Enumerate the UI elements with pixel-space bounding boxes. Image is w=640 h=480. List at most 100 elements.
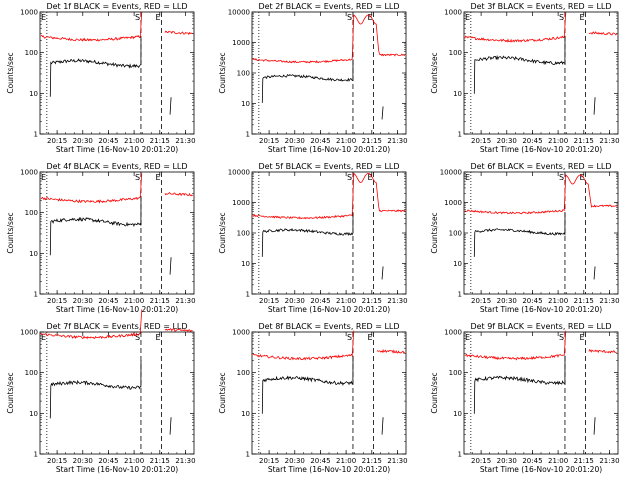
chart-panel: Det 3f BLACK = Events, RED = LLD 1 10 100 10…: [430, 2, 620, 154]
x-tick-label: 20:30: [73, 137, 93, 145]
marker-label-start: E: [41, 333, 46, 342]
x-tick-label: 20:45: [310, 457, 330, 465]
y-tick-label: 100: [237, 230, 250, 238]
y-tick-label: 100: [449, 230, 462, 238]
x-tick-label: 20:45: [522, 297, 542, 305]
x-tick-label: 20:30: [497, 137, 517, 145]
y-axis-title: Counts/sec: [6, 52, 15, 93]
marker-label-end: E: [155, 333, 160, 342]
x-tick-label: 20:15: [471, 457, 491, 465]
x-tick-label: 20:30: [73, 457, 93, 465]
x-tick-label: 20:45: [522, 137, 542, 145]
y-tick-label: 10: [453, 410, 462, 418]
plot-frame: [463, 11, 619, 135]
x-tick-label: 21:30: [387, 137, 407, 145]
y-tick-label: 100: [25, 209, 38, 217]
x-axis-title: Start Time (16-Nov-10 20:01:20): [56, 145, 178, 154]
x-tick-label: 20:15: [47, 457, 67, 465]
events-fragment: [169, 257, 172, 275]
x-tick-label: 20:45: [98, 457, 118, 465]
x-tick-label: 20:45: [98, 297, 118, 305]
y-axis-title: Counts/sec: [430, 372, 439, 413]
x-tick-label: 21:30: [175, 457, 195, 465]
series-line-events: [261, 213, 354, 257]
marker-label-mid: S: [559, 13, 564, 22]
marker-label-end: E: [367, 333, 372, 342]
x-axis-title: Start Time (16-Nov-10 20:01:20): [56, 305, 178, 314]
series-line-lld: [40, 309, 143, 340]
y-axis-title: Counts/sec: [430, 212, 439, 253]
x-tick-label: 21:30: [599, 457, 619, 465]
marker-label-end: E: [367, 173, 372, 182]
y-tick-label: 10000: [440, 169, 462, 177]
chart-title: Det 2f BLACK = Events, RED = LLD: [258, 2, 399, 11]
marker-label-mid: S: [559, 173, 564, 182]
y-tick-label: 1: [246, 451, 250, 459]
series-line-lld: [252, 14, 405, 64]
x-tick-label: 21:15: [574, 137, 594, 145]
x-tick-label: 20:30: [285, 297, 305, 305]
y-tick-label: 1: [458, 291, 462, 299]
x-axis-title: Start Time (16-Nov-10 20:01:20): [480, 465, 602, 474]
marker-label-mid: S: [347, 173, 352, 182]
x-tick-label: 21:00: [548, 457, 568, 465]
series-line-lld: [40, 11, 143, 42]
events-fragment: [381, 417, 384, 435]
series-line-lld-post: [588, 31, 617, 36]
events-fragment: [593, 97, 596, 115]
marker-label-end: E: [367, 13, 372, 22]
series-line-lld: [252, 172, 406, 220]
y-tick-label: 1: [458, 451, 462, 459]
chart-title: Det 6f BLACK = Events, RED = LLD: [470, 162, 611, 171]
series-line-events: [473, 213, 566, 257]
y-tick-label: 100: [25, 369, 38, 377]
series-line-lld-post: [164, 192, 193, 197]
chart-panel: Det 4f BLACK = Events, RED = LLD 1 10 100 10…: [6, 162, 196, 314]
y-tick-label: 100: [25, 49, 38, 57]
x-tick-label: 21:15: [574, 457, 594, 465]
series-line-lld: [464, 12, 567, 43]
y-tick-label: 10: [29, 410, 38, 418]
events-fragment: [593, 266, 596, 280]
series-line-events: [473, 355, 566, 414]
series-line-events: [261, 355, 354, 414]
series-line-lld: [40, 173, 143, 204]
y-tick-label: 1: [246, 131, 250, 139]
y-tick-label: 1000: [20, 169, 38, 177]
chart-panel: Det 1f BLACK = Events, RED = LLD 1 10 100 10…: [6, 2, 196, 154]
series-line-events: [49, 197, 142, 256]
x-axis-title: Start Time (16-Nov-10 20:01:20): [480, 305, 602, 314]
marker-label-start: E: [41, 13, 46, 22]
x-axis-title: Start Time (16-Nov-10 20:01:20): [268, 465, 390, 474]
x-tick-label: 21:00: [336, 457, 356, 465]
x-axis-title: Start Time (16-Nov-10 20:01:20): [56, 465, 178, 474]
y-tick-label: 1: [458, 131, 462, 139]
marker-label-start: E: [465, 173, 470, 182]
y-axis-title: Counts/sec: [218, 212, 227, 253]
y-axis-title: Counts/sec: [430, 52, 439, 93]
x-tick-label: 21:15: [362, 137, 382, 145]
chart-panel: Det 8f BLACK = Events, RED = LLD 1 10 100 10…: [218, 322, 408, 474]
marker-label-mid: S: [347, 333, 352, 342]
series-line-events: [473, 35, 566, 94]
y-tick-label: 1000: [20, 9, 38, 17]
y-tick-label: 1: [246, 291, 250, 299]
x-tick-label: 21:30: [175, 297, 195, 305]
x-tick-label: 21:30: [387, 457, 407, 465]
marker-label-mid: S: [347, 13, 352, 22]
x-tick-label: 21:00: [336, 137, 356, 145]
marker-label-mid: S: [559, 333, 564, 342]
chart-title: Det 9f BLACK = Events, RED = LLD: [470, 322, 611, 331]
marker-label-end: E: [579, 173, 584, 182]
y-tick-label: 10: [241, 260, 250, 268]
x-tick-label: 20:30: [285, 457, 305, 465]
x-tick-label: 21:00: [124, 457, 144, 465]
x-tick-label: 21:15: [574, 297, 594, 305]
y-tick-label: 10: [241, 410, 250, 418]
y-tick-label: 10: [453, 260, 462, 268]
y-tick-label: 10: [453, 90, 462, 98]
chart-panel: Det 9f BLACK = Events, RED = LLD 1 10 100 10…: [430, 322, 620, 474]
y-tick-label: 10: [241, 100, 250, 108]
x-tick-label: 20:15: [259, 137, 279, 145]
y-axis-title: Counts/sec: [6, 372, 15, 413]
